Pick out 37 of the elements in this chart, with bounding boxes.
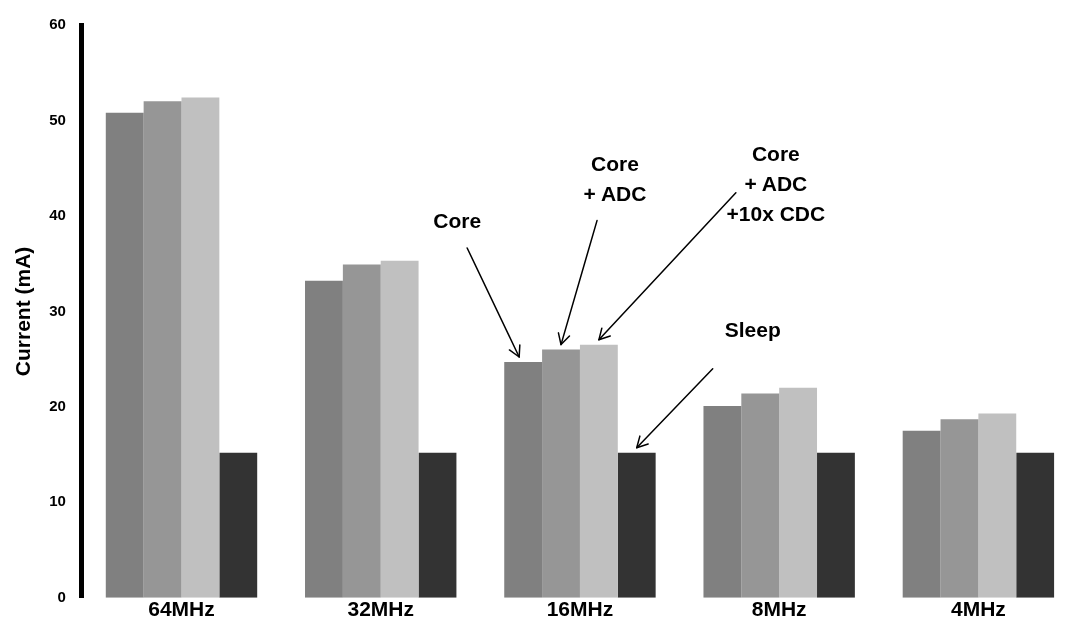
y-tick-label: 60 [49,15,66,33]
annotation: Core + ADC [583,151,647,205]
y-tick-label: 20 [49,397,66,415]
bar [579,344,618,598]
bar [741,393,780,598]
x-tick-label: 8MHz [751,597,807,621]
bar [703,405,742,598]
bar [418,452,457,598]
bar [617,452,656,598]
bar [342,264,381,598]
annotation: Core + ADC +10x CDC [726,142,826,226]
y-tick-label: 50 [49,110,66,128]
y-tick-label: 0 [57,587,66,605]
bar [1016,452,1055,598]
y-tick-label: 10 [49,492,66,510]
bar [305,280,343,598]
bar [219,452,258,598]
bar [504,362,543,598]
bar [380,260,419,598]
x-tick-label: 16MHz [546,597,614,621]
y-tick-label: 40 [49,206,66,224]
y-axis-title: Current (mA) [11,246,35,377]
bar [542,349,580,598]
x-tick-label: 64MHz [148,597,215,621]
bar [779,387,818,598]
bar [105,112,144,598]
x-tick-label: 32MHz [347,597,414,621]
x-tick-label: 4MHz [950,597,1006,621]
bar [940,419,979,598]
bar [817,452,855,598]
annotation: Core [433,209,482,233]
annotation: Sleep [724,317,781,341]
bar [978,413,1017,598]
bar [143,101,182,598]
y-tick-label: 30 [49,301,66,319]
bar [902,430,941,598]
bar [181,97,220,598]
